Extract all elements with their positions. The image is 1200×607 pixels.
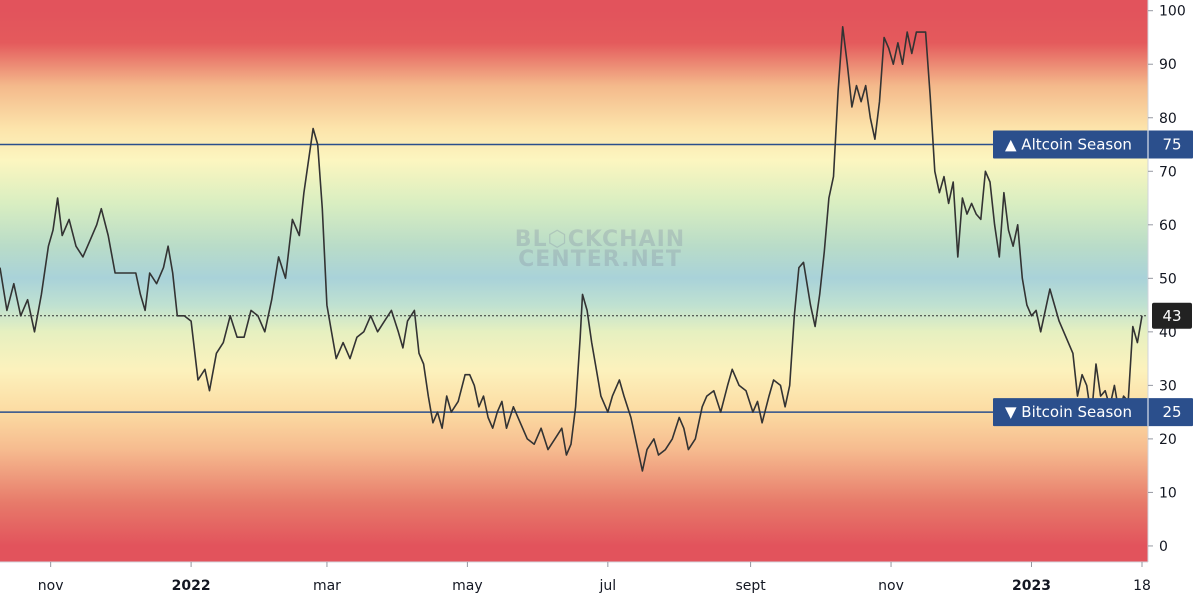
threshold-lines [0, 143, 1148, 413]
threshold-label: ▼ Bitcoin Season [1005, 403, 1132, 421]
threshold-badge-0: ▲ Altcoin Season 75 [993, 130, 1193, 159]
y-axis-panel [1148, 0, 1200, 562]
y-tick-label: 70 [1159, 164, 1177, 180]
x-tick-label: sept [735, 578, 766, 594]
y-tick-label: 80 [1159, 111, 1177, 127]
y-axis-ticks: 0 10 20 30 40 50 60 70 80 90 100 [1148, 4, 1186, 555]
y-tick-label: 50 [1159, 271, 1177, 287]
y-tick-label: 60 [1159, 218, 1177, 234]
y-tick-label: 30 [1159, 378, 1177, 394]
threshold-badge-1: ▼ Bitcoin Season 25 [993, 398, 1193, 427]
y-tick-label: 10 [1159, 485, 1177, 501]
current-value-label: 43 [1162, 307, 1181, 325]
y-tick-label: 100 [1159, 4, 1186, 20]
x-tick-label: 18 [1133, 578, 1151, 594]
threshold-value: 25 [1162, 403, 1181, 421]
y-tick-label: 40 [1159, 325, 1177, 341]
watermark-line-2: CENTER.NET [518, 247, 682, 272]
threshold-value: 75 [1162, 136, 1181, 154]
plot-background [0, 0, 1148, 562]
x-tick-label: mar [313, 578, 341, 594]
threshold-badges: ▲ Altcoin Season 75 ▼ Bitcoin Season 25 [993, 130, 1193, 427]
x-tick-label: jul [599, 578, 617, 594]
y-tick-label: 0 [1159, 539, 1168, 555]
x-tick-label: 2023 [1012, 578, 1051, 594]
x-tick-label: may [452, 578, 483, 594]
current-value-badge: 43 [1152, 302, 1192, 329]
x-tick-label: nov [38, 578, 64, 594]
x-tick-label: 2022 [172, 578, 211, 594]
watermark-line-1: BL⬡CKCHAIN [515, 227, 685, 252]
x-axis-panel [0, 562, 1200, 607]
series-line [0, 26, 1143, 472]
y-tick-label: 90 [1159, 57, 1177, 73]
threshold-label: ▲ Altcoin Season [1005, 136, 1132, 154]
x-tick-label: nov [878, 578, 904, 594]
watermark: BL⬡CKCHAIN CENTER.NET [515, 227, 685, 272]
x-axis-ticks: nov 2022 mar may jul sept nov 2023 18 [38, 562, 1151, 594]
y-tick-label: 20 [1159, 432, 1177, 448]
